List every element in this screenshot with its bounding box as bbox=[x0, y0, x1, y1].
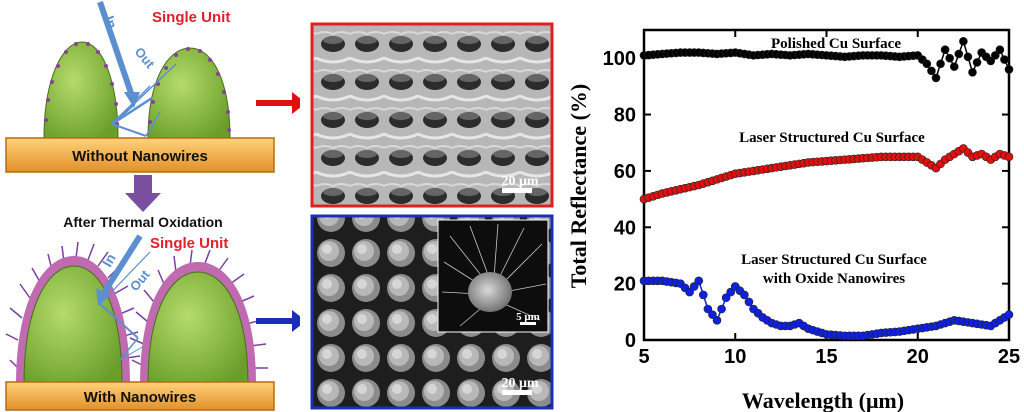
dome-right-top bbox=[147, 47, 231, 139]
series-2-marker bbox=[703, 304, 713, 314]
x-tick-label: 5 bbox=[638, 346, 649, 368]
in-label-bottom: In bbox=[99, 251, 119, 270]
x-tick-label: 25 bbox=[998, 346, 1020, 368]
series-0-marker bbox=[968, 67, 977, 77]
plot-area: 5 10 15 20 25 0 20 40 60 80 100 bbox=[603, 28, 1020, 368]
unit-with-nanowires: With Nanowires In Out Single Unit bbox=[5, 234, 275, 411]
series-0-marker bbox=[945, 53, 954, 63]
y-axis-label: Total Reflectance (%) bbox=[566, 84, 591, 288]
series-2-marker bbox=[744, 297, 754, 307]
in-label-top: In bbox=[101, 14, 120, 31]
base-bottom-label: With Nanowires bbox=[84, 389, 196, 406]
series-0-marker bbox=[963, 52, 973, 62]
dome-right-bottom bbox=[147, 271, 249, 385]
series-0-marker bbox=[986, 56, 996, 66]
series-2-marker bbox=[694, 276, 704, 286]
series-line-2 bbox=[644, 279, 1010, 337]
process-arrow bbox=[125, 175, 161, 212]
reflectance-chart: 5 10 15 20 25 0 20 40 60 80 100 Total Reflectance … bbox=[566, 28, 1020, 412]
series-0-marker bbox=[959, 36, 968, 46]
base-top-label: Without Nanowires bbox=[72, 148, 208, 165]
sem-panel: 20 μm 5 μm 20 μm bbox=[310, 22, 554, 410]
series-0-marker bbox=[972, 58, 982, 67]
series-2-marker bbox=[740, 290, 749, 300]
series-0-marker bbox=[922, 59, 932, 69]
series-2-marker bbox=[685, 287, 694, 297]
y-tick-label: 0 bbox=[625, 330, 636, 352]
series-2-marker bbox=[1004, 310, 1014, 319]
x-axis-label: Wavelength (μm) bbox=[742, 388, 904, 412]
schematic-panel: Without Nanowires In Out Single Unit Aft… bbox=[5, 1, 300, 411]
series-2-marker bbox=[726, 287, 735, 297]
single-unit-label-bottom: Single Unit bbox=[150, 235, 228, 252]
light-rays-top bbox=[97, 1, 177, 137]
scale-label-top: 20 μm bbox=[501, 174, 538, 189]
light-rays-bottom bbox=[96, 234, 151, 361]
series-2-marker bbox=[712, 315, 722, 325]
sem-image-with-nanowires: 5 μm 20 μm bbox=[310, 214, 554, 410]
out-label-bottom: Out bbox=[127, 267, 153, 294]
y-tick-label: 20 bbox=[614, 274, 636, 296]
series-2-marker bbox=[721, 293, 731, 303]
scale-bar-top bbox=[502, 188, 532, 193]
y-tick-label: 80 bbox=[614, 105, 636, 127]
series-2-marker bbox=[689, 282, 699, 291]
single-unit-label-top: Single Unit bbox=[152, 9, 230, 26]
series-0-marker bbox=[940, 45, 950, 55]
series-2-marker bbox=[708, 310, 717, 319]
series-0-marker bbox=[931, 73, 941, 83]
series-0-marker bbox=[1000, 55, 1009, 64]
series-2-marker bbox=[699, 290, 708, 300]
base-top bbox=[5, 137, 275, 173]
out-label-top: Out bbox=[132, 44, 158, 71]
unit-without-nanowires: Without Nanowires In Out Single Unit bbox=[5, 1, 275, 173]
scale-label-bottom: 20 μm bbox=[501, 376, 538, 391]
series-0-marker bbox=[954, 49, 964, 59]
series-0-marker bbox=[991, 51, 1000, 60]
series-0-marker bbox=[995, 45, 1005, 55]
process-label: After Thermal Oxidation bbox=[63, 214, 222, 230]
scale-label-inset: 5 μm bbox=[516, 311, 540, 323]
x-tick-label: 10 bbox=[724, 346, 746, 368]
series-0-marker bbox=[1004, 65, 1014, 74]
y-tick-label: 100 bbox=[603, 48, 636, 70]
series-2-marker bbox=[717, 304, 726, 314]
series-0-marker bbox=[936, 59, 945, 69]
arrow-to-top-sem bbox=[256, 92, 300, 114]
y-tick-label: 40 bbox=[614, 217, 636, 239]
dome-left-top bbox=[43, 41, 119, 139]
series-0-marker bbox=[927, 66, 936, 76]
arrow-to-bottom-sem bbox=[256, 310, 300, 332]
base-bottom bbox=[5, 381, 275, 411]
scale-bar-inset bbox=[520, 322, 536, 325]
inset-image: 5 μm bbox=[437, 219, 549, 333]
surface-dots-top bbox=[44, 42, 231, 132]
scale-bar-bottom bbox=[502, 390, 532, 395]
x-tick-label: 15 bbox=[815, 346, 837, 368]
x-tick-label: 20 bbox=[907, 346, 929, 368]
series-1-marker bbox=[1004, 152, 1014, 162]
annotation-laser-oxide-line1: Laser Structured Cu Surface bbox=[741, 252, 927, 268]
series-0-marker bbox=[949, 62, 959, 71]
annotation-polished: Polished Cu Surface bbox=[771, 36, 901, 52]
annotation-laser-oxide-line2: with Oxide Nanowires bbox=[763, 271, 905, 287]
y-tick-label: 60 bbox=[614, 161, 636, 183]
sem-image-without-nanowires: 20 μm bbox=[310, 22, 554, 208]
annotation-laser: Laser Structured Cu Surface bbox=[739, 130, 925, 146]
